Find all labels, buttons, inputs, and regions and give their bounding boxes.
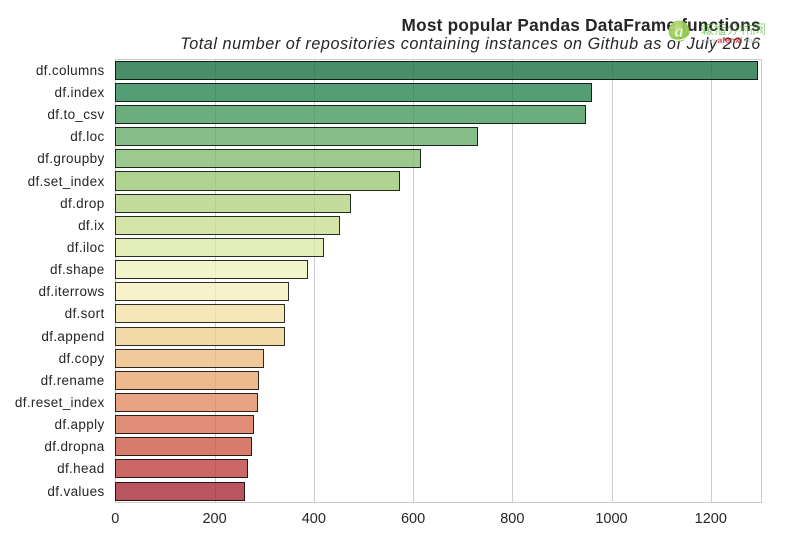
svg-text:www.: www. — [701, 36, 720, 45]
svg-text:.com: .com — [743, 36, 759, 45]
svg-text:a: a — [675, 22, 684, 41]
svg-text:afenxi: afenxi — [718, 35, 743, 45]
